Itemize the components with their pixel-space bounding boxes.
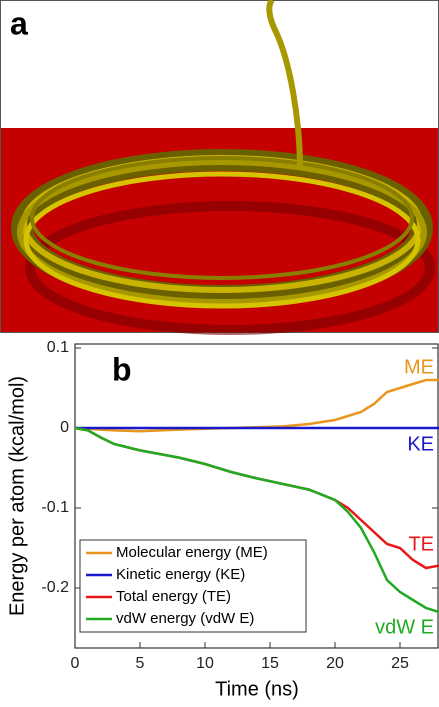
panel-b: b Time (ns) Energy per atom (kcal/mol) 0… <box>6 339 439 700</box>
x-tick-label: 0 <box>71 655 80 672</box>
coil <box>23 171 421 309</box>
plot-frame <box>74 343 439 649</box>
x-tick-label: 10 <box>196 655 214 672</box>
legend-label: vdW energy (vdW E) <box>116 610 254 627</box>
x-tick-label: 5 <box>136 655 145 672</box>
series-line <box>74 378 439 433</box>
x-tick-label: 25 <box>391 655 409 672</box>
series-line <box>74 426 439 614</box>
series-end-label: KE <box>407 433 434 455</box>
legend-label: Molecular energy (ME) <box>116 544 268 561</box>
wire <box>266 0 303 171</box>
coil <box>30 156 414 280</box>
x-tick-label: 15 <box>261 655 279 672</box>
y-tick-label: 0 <box>60 419 69 436</box>
x-axis-label: Time (ns) <box>215 678 299 700</box>
coil <box>17 159 427 305</box>
legend-box <box>79 539 307 633</box>
series-end-label: TE <box>408 533 434 555</box>
legend-label: Total energy (TE) <box>116 588 231 605</box>
y-tick-label: 0.1 <box>47 339 69 356</box>
series-end-label: ME <box>404 356 434 378</box>
shadow <box>25 201 435 335</box>
y-tick-label: -0.2 <box>41 579 69 596</box>
y-tick-label: -0.1 <box>41 499 69 516</box>
y-axis-label: Energy per atom (kcal/mol) <box>6 376 28 616</box>
panel-a: a <box>0 0 439 335</box>
series-end-label: vdW E <box>375 616 434 638</box>
legend-label: Kinetic energy (KE) <box>116 566 245 583</box>
x-tick-label: 20 <box>326 655 344 672</box>
panel-label: b <box>112 351 132 387</box>
panel-label: a <box>10 5 28 41</box>
